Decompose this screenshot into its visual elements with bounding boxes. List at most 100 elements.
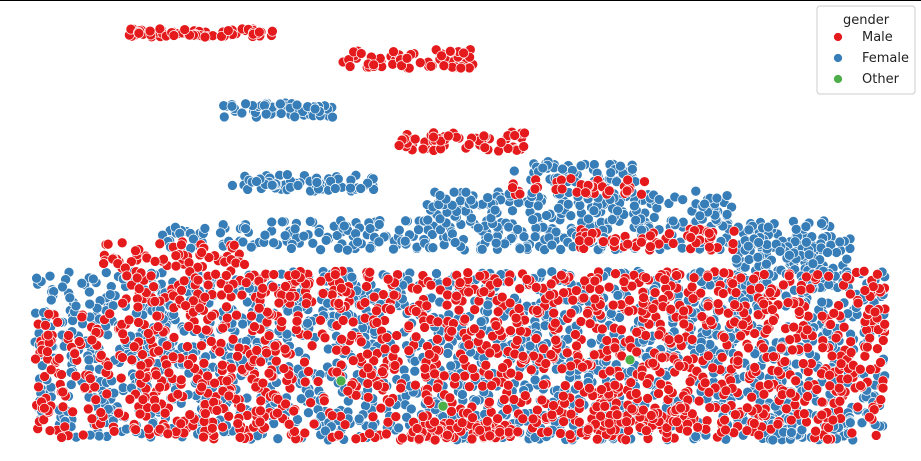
- point-male: [638, 292, 649, 304]
- point-male: [273, 297, 285, 309]
- point-male: [609, 342, 621, 354]
- point-male: [497, 362, 508, 374]
- point-male: [267, 25, 278, 37]
- point-male: [647, 303, 659, 314]
- point-male: [124, 393, 136, 405]
- point-male: [39, 402, 50, 414]
- point-male: [414, 57, 426, 69]
- point-female: [790, 223, 802, 235]
- point-male: [220, 270, 232, 281]
- point-male: [496, 291, 508, 303]
- point-male: [436, 50, 447, 62]
- point-male: [686, 334, 698, 345]
- point-female: [508, 165, 520, 177]
- point-male: [719, 403, 731, 414]
- point-male: [802, 391, 813, 402]
- point-male: [728, 225, 740, 237]
- point-male: [145, 270, 157, 282]
- point-male: [653, 388, 664, 399]
- point-male: [336, 333, 347, 345]
- point-male: [154, 238, 166, 250]
- point-male: [268, 269, 280, 280]
- point-male: [546, 409, 558, 421]
- point-male: [845, 347, 857, 358]
- point-female: [268, 237, 279, 249]
- point-male: [720, 424, 731, 436]
- point-female: [266, 179, 278, 191]
- point-male: [463, 139, 475, 150]
- point-male: [432, 333, 443, 345]
- point-male: [279, 343, 291, 355]
- point-female: [555, 244, 567, 255]
- point-male: [671, 416, 682, 428]
- point-male: [854, 363, 866, 375]
- point-male: [388, 289, 400, 301]
- point-male: [361, 281, 372, 292]
- point-male: [395, 382, 407, 394]
- point-male: [372, 380, 383, 391]
- point-male: [69, 348, 81, 360]
- point-female: [292, 180, 304, 191]
- point-male: [513, 303, 525, 314]
- point-male: [30, 353, 41, 365]
- point-male: [705, 315, 717, 327]
- point-male: [758, 269, 770, 280]
- point-male: [556, 183, 568, 195]
- point-male: [512, 426, 524, 438]
- point-male: [685, 232, 697, 243]
- point-female: [199, 223, 211, 234]
- legend-title: gender: [843, 13, 890, 28]
- point-male: [40, 319, 51, 331]
- point-male: [614, 370, 626, 382]
- point-male: [227, 333, 239, 345]
- point-male: [790, 375, 802, 387]
- point-male: [603, 281, 615, 293]
- point-male: [467, 412, 478, 424]
- point-male: [172, 388, 184, 400]
- point-male: [108, 425, 120, 437]
- point-male: [824, 369, 835, 381]
- point-male: [872, 343, 883, 355]
- point-male: [143, 423, 154, 435]
- point-male: [381, 428, 392, 440]
- point-male: [102, 360, 114, 371]
- point-male: [444, 392, 456, 404]
- point-male: [584, 318, 596, 329]
- point-male: [263, 330, 275, 342]
- point-male: [835, 358, 847, 370]
- point-female: [259, 229, 271, 241]
- point-female: [215, 227, 226, 239]
- point-male: [490, 320, 502, 331]
- point-female: [315, 244, 326, 256]
- point-male: [388, 46, 399, 58]
- point-male: [545, 349, 557, 360]
- point-male: [702, 350, 714, 362]
- point-male: [269, 340, 281, 352]
- point-male: [607, 299, 619, 311]
- point-female: [512, 224, 523, 235]
- point-male: [423, 348, 435, 360]
- point-male: [639, 176, 650, 187]
- point-male: [671, 270, 682, 281]
- point-male: [580, 187, 591, 198]
- point-male: [749, 328, 761, 339]
- point-male: [775, 342, 787, 354]
- point-male: [170, 260, 182, 272]
- point-male: [626, 403, 638, 415]
- point-male: [804, 283, 816, 295]
- point-male: [653, 329, 665, 341]
- point-male: [57, 401, 69, 413]
- point-male: [223, 410, 235, 422]
- point-female: [690, 185, 702, 197]
- point-male: [870, 430, 882, 441]
- point-male: [503, 276, 515, 288]
- point-male: [221, 375, 233, 387]
- point-male: [589, 275, 601, 287]
- point-male: [95, 349, 107, 361]
- point-male: [116, 237, 128, 249]
- point-female: [636, 224, 647, 236]
- point-male: [217, 421, 229, 433]
- point-male: [397, 432, 408, 444]
- point-female: [816, 296, 828, 308]
- point-male: [126, 354, 138, 366]
